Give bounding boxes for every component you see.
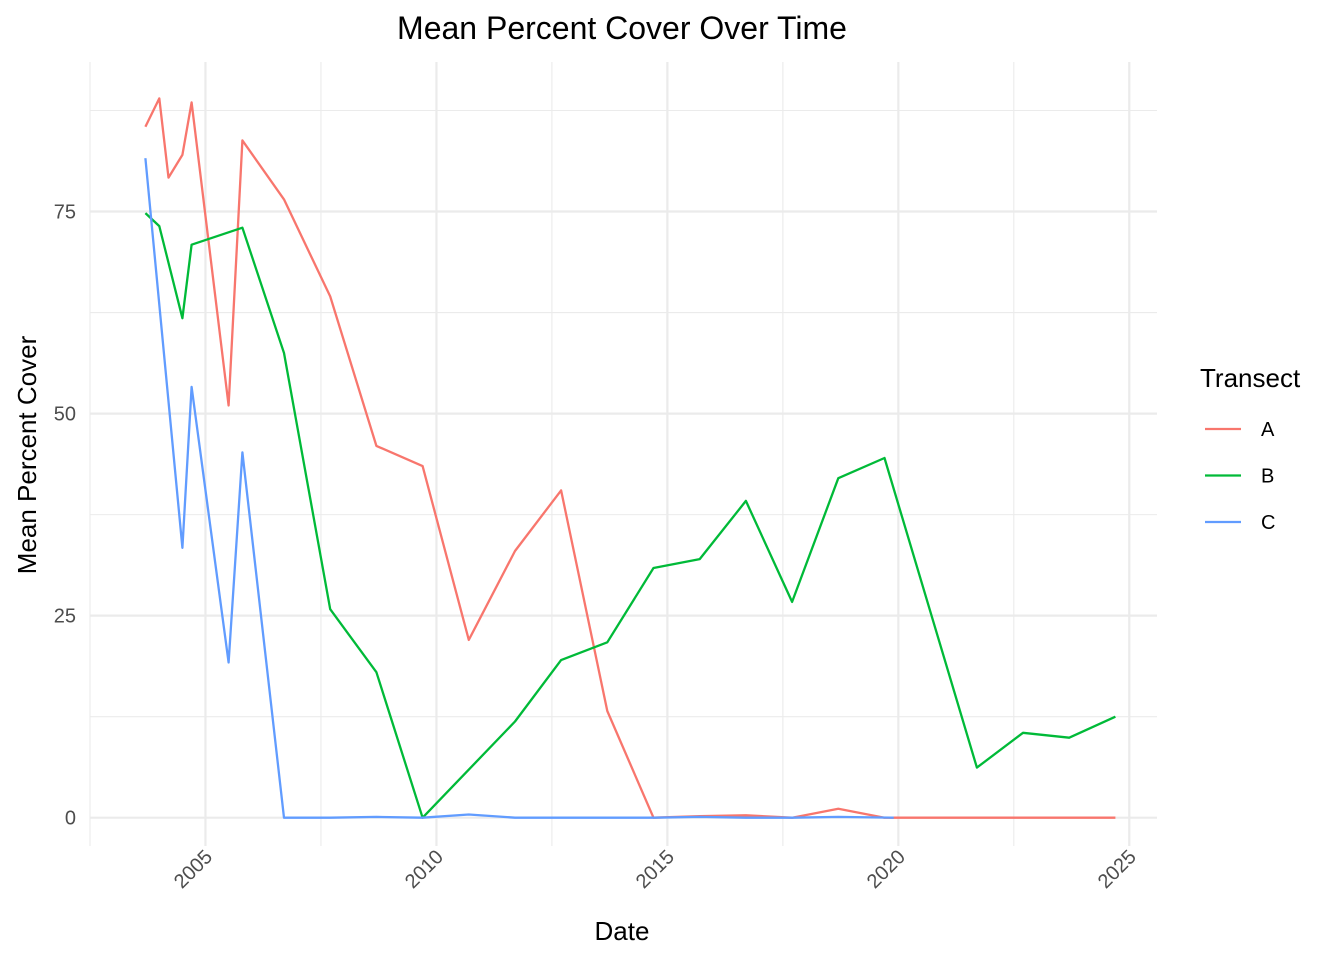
series-line-b: [144, 212, 1116, 819]
y-axis-title: Mean Percent Cover: [12, 335, 42, 574]
chart-title: Mean Percent Cover Over Time: [397, 10, 847, 46]
y-tick-label: 25: [54, 606, 76, 628]
x-tick-label: 2020: [863, 846, 910, 893]
x-tick-label: 2010: [401, 846, 448, 893]
y-tick-label: 50: [54, 404, 76, 426]
y-axis-ticks: 0 25 50 75: [54, 202, 76, 830]
legend-items: A B C: [1205, 419, 1275, 534]
x-tick-label: 2025: [1094, 846, 1141, 893]
x-tick-label: 2005: [170, 846, 217, 893]
legend-label-a: A: [1261, 419, 1275, 441]
minor-gridlines: [89, 62, 1157, 846]
legend-label-b: B: [1261, 466, 1274, 488]
legend-title: Transect: [1200, 363, 1301, 393]
x-axis-title: Date: [595, 916, 650, 946]
y-tick-label: 75: [54, 202, 76, 224]
legend: Transect A B C: [1200, 363, 1301, 534]
y-tick-label: 0: [65, 808, 76, 830]
series-lines: [144, 97, 1116, 819]
series-line-a: [144, 97, 1116, 819]
major-gridlines: [90, 62, 1157, 846]
x-axis-ticks: 2005 2010 2015 2020 2025: [170, 846, 1141, 893]
x-tick-label: 2015: [632, 846, 679, 893]
legend-label-c: C: [1261, 512, 1275, 534]
series-line-c: [144, 158, 894, 819]
